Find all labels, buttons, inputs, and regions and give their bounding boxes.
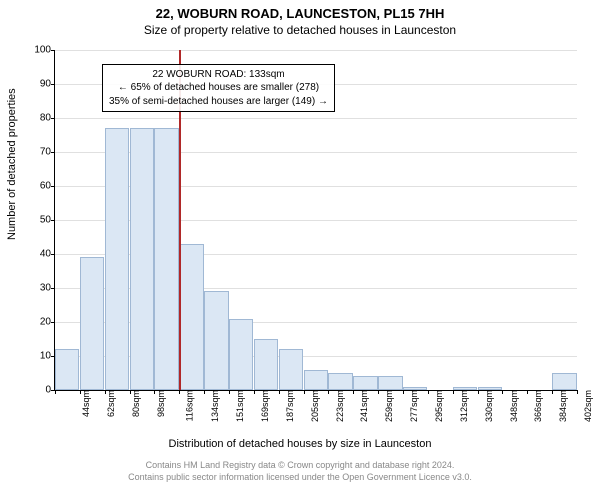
histogram-bar <box>179 244 203 390</box>
x-tick-label: 44sqm <box>79 390 91 417</box>
attribution-line-1: Contains HM Land Registry data © Crown c… <box>0 460 600 472</box>
histogram-bar <box>403 387 427 390</box>
x-tick-label: 98sqm <box>154 390 166 417</box>
x-tick-mark <box>179 390 180 394</box>
annotation-box: 22 WOBURN ROAD: 133sqm ← 65% of detached… <box>102 64 335 113</box>
y-tick-label: 60 <box>40 181 55 192</box>
x-tick-label: 205sqm <box>308 390 320 422</box>
x-tick-mark <box>328 390 329 394</box>
x-tick-mark <box>55 390 56 394</box>
y-tick-label: 80 <box>40 113 55 124</box>
y-tick-label: 30 <box>40 283 55 294</box>
y-tick-label: 90 <box>40 79 55 90</box>
x-tick-label: 277sqm <box>407 390 419 422</box>
x-tick-mark <box>502 390 503 394</box>
x-axis-label: Distribution of detached houses by size … <box>0 438 600 450</box>
y-tick-label: 50 <box>40 215 55 226</box>
x-tick-label: 169sqm <box>258 390 270 422</box>
x-tick-mark <box>378 390 379 394</box>
y-tick-label: 20 <box>40 317 55 328</box>
histogram-bar <box>204 291 228 390</box>
histogram-bar <box>328 373 352 390</box>
histogram-bar <box>279 349 303 390</box>
attribution-text: Contains HM Land Registry data © Crown c… <box>0 460 600 483</box>
histogram-bar <box>378 376 402 390</box>
x-tick-label: 134sqm <box>208 390 220 422</box>
x-tick-mark <box>453 390 454 394</box>
histogram-bar <box>130 128 154 390</box>
x-tick-label: 295sqm <box>432 390 444 422</box>
x-tick-label: 330sqm <box>482 390 494 422</box>
x-tick-label: 312sqm <box>457 390 469 422</box>
x-tick-label: 384sqm <box>556 390 568 422</box>
x-tick-mark <box>403 390 404 394</box>
histogram-bar <box>80 257 104 390</box>
gridline <box>55 50 577 51</box>
x-tick-mark <box>204 390 205 394</box>
y-tick-label: 70 <box>40 147 55 158</box>
histogram-bar <box>154 128 178 390</box>
y-tick-label: 40 <box>40 249 55 260</box>
x-tick-mark <box>353 390 354 394</box>
x-tick-mark <box>154 390 155 394</box>
histogram-bar <box>453 387 477 390</box>
annotation-line-2: ← 65% of detached houses are smaller (27… <box>109 81 328 95</box>
x-tick-mark <box>527 390 528 394</box>
x-tick-label: 187sqm <box>283 390 295 422</box>
x-tick-mark <box>552 390 553 394</box>
x-tick-label: 241sqm <box>357 390 369 422</box>
x-tick-mark <box>229 390 230 394</box>
x-tick-label: 151sqm <box>233 390 245 422</box>
chart-title-main: 22, WOBURN ROAD, LAUNCESTON, PL15 7HH <box>0 0 600 21</box>
y-tick-label: 0 <box>45 385 55 396</box>
histogram-bar <box>304 370 328 390</box>
histogram-bar <box>55 349 79 390</box>
histogram-bar <box>353 376 377 390</box>
gridline <box>55 118 577 119</box>
histogram-bar <box>254 339 278 390</box>
x-tick-label: 366sqm <box>531 390 543 422</box>
y-tick-label: 10 <box>40 351 55 362</box>
x-tick-label: 402sqm <box>581 390 593 422</box>
chart-plot-area: 22 WOBURN ROAD: 133sqm ← 65% of detached… <box>54 50 577 391</box>
x-tick-mark <box>130 390 131 394</box>
histogram-bar <box>552 373 576 390</box>
x-tick-label: 116sqm <box>183 390 195 421</box>
y-axis-label: Number of detached properties <box>6 88 18 240</box>
x-tick-mark <box>254 390 255 394</box>
y-tick-label: 100 <box>34 45 55 56</box>
x-tick-label: 259sqm <box>382 390 394 422</box>
annotation-line-3: 35% of semi-detached houses are larger (… <box>109 95 328 109</box>
x-tick-mark <box>478 390 479 394</box>
x-tick-mark <box>279 390 280 394</box>
histogram-bar <box>229 319 253 390</box>
x-tick-label: 348sqm <box>507 390 519 422</box>
chart-title-sub: Size of property relative to detached ho… <box>0 21 600 37</box>
x-tick-label: 80sqm <box>129 390 141 417</box>
x-tick-label: 223sqm <box>333 390 345 422</box>
x-tick-label: 62sqm <box>104 390 116 417</box>
x-tick-mark <box>428 390 429 394</box>
histogram-bar <box>105 128 129 390</box>
x-tick-mark <box>80 390 81 394</box>
histogram-bar <box>478 387 502 390</box>
annotation-line-1: 22 WOBURN ROAD: 133sqm <box>109 68 328 82</box>
attribution-line-2: Contains public sector information licen… <box>0 472 600 484</box>
x-tick-mark <box>105 390 106 394</box>
x-tick-mark <box>577 390 578 394</box>
x-tick-mark <box>304 390 305 394</box>
